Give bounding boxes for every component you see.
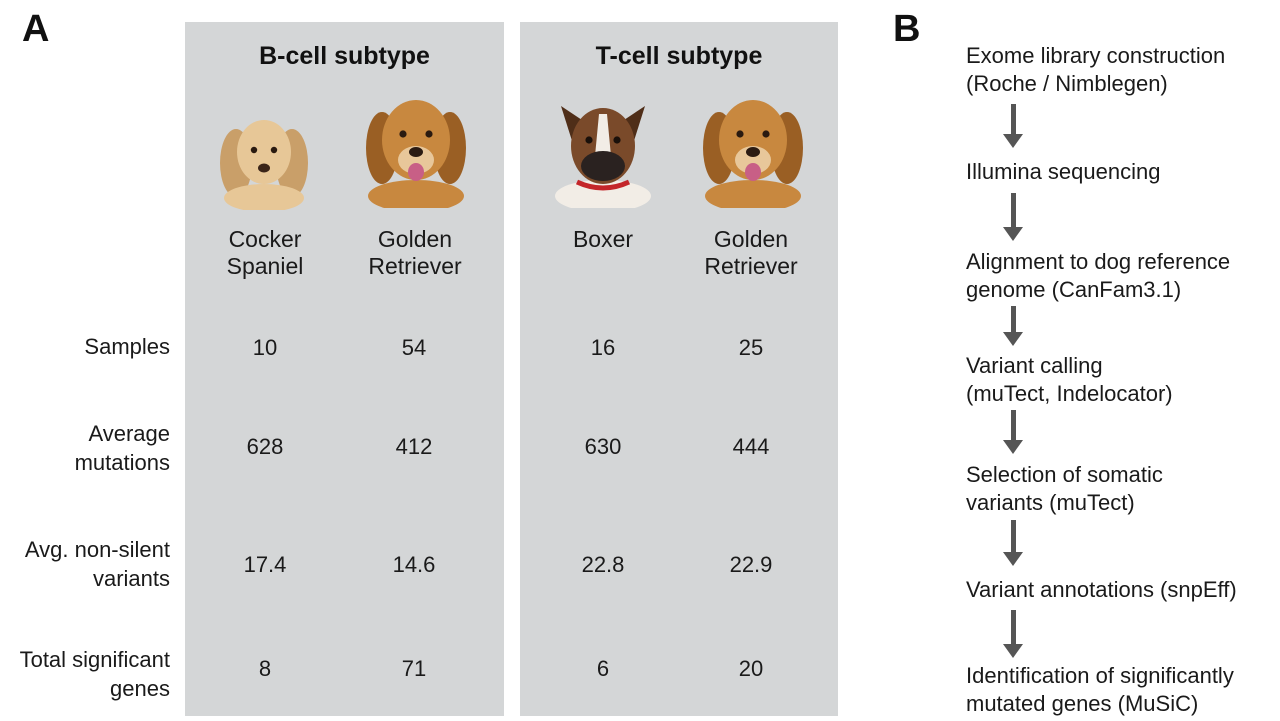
dog-tongue xyxy=(408,163,424,181)
dog-nose xyxy=(258,163,270,173)
b-cell-title: B-cell subtype xyxy=(259,42,430,70)
dog-head xyxy=(237,120,291,184)
row-label-total-significant-genes: Total significant genes xyxy=(19,647,170,701)
dog-body xyxy=(555,180,651,208)
down-arrow-icon xyxy=(1003,520,1023,566)
table-cell: 628 xyxy=(246,434,284,459)
table-cell: 10 xyxy=(252,335,278,360)
dog-collar xyxy=(575,179,631,191)
golden-retriever-photo xyxy=(703,100,803,208)
panel-b-letter: B xyxy=(893,8,921,50)
dog-eye xyxy=(270,146,278,154)
table-cell: 17.4 xyxy=(243,552,287,577)
table-cell: 22.9 xyxy=(729,552,773,577)
dog-eye xyxy=(762,130,770,138)
dog-eye xyxy=(585,136,593,144)
table-cell: 25 xyxy=(738,335,764,360)
table-cell: 630 xyxy=(584,434,622,459)
table-cell: 412 xyxy=(395,434,433,459)
dog-eye xyxy=(613,136,621,144)
table-cell: 71 xyxy=(401,656,427,681)
breed-label-cocker-spaniel: Cocker Spaniel xyxy=(226,226,304,279)
dog-nose xyxy=(409,147,423,157)
dog-eye xyxy=(399,130,407,138)
row-label-non-silent-variants: Avg. non-silent variants xyxy=(24,537,170,591)
panel-a-letter: A xyxy=(22,8,50,50)
dog-eye xyxy=(425,130,433,138)
dog-body xyxy=(705,180,801,208)
workflow-step: Selection of somatic variants (muTect) xyxy=(966,462,1163,515)
down-arrow-icon xyxy=(1003,410,1023,454)
dog-ear-left xyxy=(561,106,585,144)
workflow-step: Exome library construction (Roche / Nimb… xyxy=(966,43,1226,96)
dog-body xyxy=(368,180,464,208)
down-arrow-icon xyxy=(1003,104,1023,148)
table-cell: 14.6 xyxy=(392,552,436,577)
breed-label-golden-retriever: Golden Retriever xyxy=(368,226,462,279)
table-cell: 6 xyxy=(596,656,610,681)
cocker-spaniel-photo xyxy=(220,120,308,210)
boxer-photo xyxy=(555,106,651,208)
table-cell: 22.8 xyxy=(581,552,625,577)
down-arrow-icon xyxy=(1003,193,1023,241)
table-cell: 20 xyxy=(738,656,764,681)
dog-nose xyxy=(746,147,760,157)
row-label-average-mutations: Average mutations xyxy=(74,421,170,475)
dog-blaze xyxy=(595,114,611,156)
down-arrow-icon xyxy=(1003,306,1023,346)
table-cell: 54 xyxy=(401,335,427,360)
golden-retriever-photo xyxy=(366,100,466,208)
workflow-step: Illumina sequencing xyxy=(966,159,1161,184)
breed-label-golden-retriever: Golden Retriever xyxy=(704,226,798,279)
dog-muzzle xyxy=(735,146,771,174)
dog-tongue xyxy=(745,163,761,181)
down-arrow-icon xyxy=(1003,610,1023,658)
t-cell-title: T-cell subtype xyxy=(595,42,763,70)
dog-eye xyxy=(736,130,744,138)
table-cell: 16 xyxy=(590,335,616,360)
dog-muzzle xyxy=(398,146,434,174)
workflow-step: Variant calling (muTect, Indelocator) xyxy=(966,353,1173,406)
dog-ear-right xyxy=(621,106,645,144)
table-cell: 8 xyxy=(258,656,272,681)
table-cell: 444 xyxy=(732,434,770,459)
dog-eye xyxy=(250,146,258,154)
workflow-step: Alignment to dog reference genome (CanFa… xyxy=(966,249,1231,302)
workflow-step: Identification of significantly mutated … xyxy=(966,663,1234,716)
dog-muzzle xyxy=(581,151,625,181)
dog-body xyxy=(224,184,304,210)
workflow-step: Variant annotations (snpEff) xyxy=(966,577,1237,602)
breed-label-boxer: Boxer xyxy=(572,226,634,252)
row-label-samples: Samples xyxy=(84,334,170,359)
